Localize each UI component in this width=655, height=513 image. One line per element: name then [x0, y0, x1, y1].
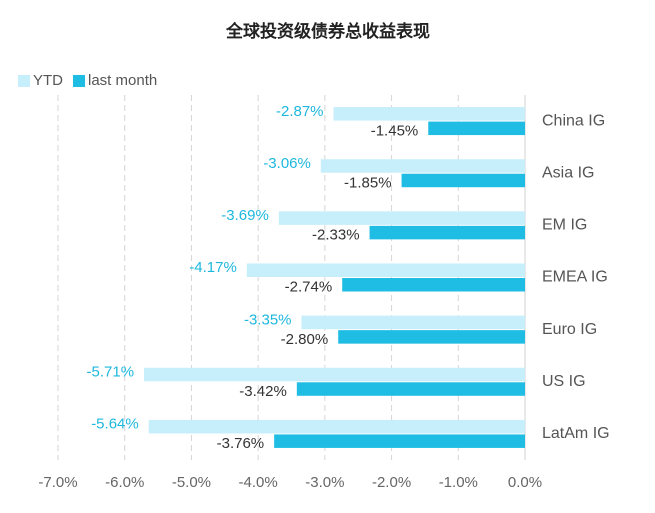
bar-last-month	[428, 121, 525, 136]
data-label-last-month: -2.80%	[281, 331, 329, 348]
bar-ytd	[301, 315, 525, 330]
data-label-last-month: -2.74%	[285, 279, 333, 296]
bar-ytd	[333, 107, 525, 121]
legend: YTD last month	[18, 72, 157, 89]
data-label-ytd: -3.06%	[263, 155, 311, 172]
bar-last-month	[296, 382, 525, 396]
gridlines	[57, 95, 526, 460]
x-tick-label: -6.0%	[105, 474, 144, 491]
bars	[144, 107, 525, 448]
data-label-last-month: -1.85%	[344, 174, 392, 191]
bar-labels: -2.87% -1.45% -3.06% -1.85% -3.69% -2.33% -4.1…	[87, 103, 419, 452]
legend-swatch	[18, 75, 30, 87]
data-label-ytd: -3.69%	[221, 207, 269, 224]
data-label-last-month: -3.76%	[217, 435, 265, 452]
chart-title: 全球投资级债券总收益表现	[225, 21, 430, 42]
legend-label: YTD	[33, 72, 63, 89]
x-tick-label: -1.0%	[439, 474, 478, 491]
category-label: Asia IG	[542, 164, 594, 181]
bar-ytd	[148, 419, 525, 434]
data-label-ytd: -5.71%	[87, 364, 135, 381]
x-tick-label: -7.0%	[38, 474, 77, 491]
x-tick-label: -5.0%	[172, 474, 211, 491]
bar-last-month	[401, 173, 525, 188]
bar-last-month	[274, 434, 525, 448]
bar-ytd	[278, 211, 525, 225]
category-label: Euro IG	[542, 321, 597, 338]
category-label: EM IG	[542, 217, 587, 234]
category-labels: China IG Asia IG EM IG EMEA IG Euro IG US IG L…	[542, 112, 610, 442]
category-label: US IG	[542, 373, 586, 390]
data-label-ytd: -5.64%	[91, 416, 139, 433]
bar-last-month	[342, 278, 525, 292]
bar-ytd	[320, 159, 525, 173]
bar-last-month	[338, 330, 525, 344]
bar-last-month	[369, 225, 525, 240]
data-label-ytd: -3.35%	[244, 311, 292, 328]
bar-ytd	[144, 367, 525, 382]
category-label: LatAm IG	[542, 425, 610, 442]
legend-swatch	[73, 75, 85, 87]
category-label: China IG	[542, 112, 605, 129]
category-label: EMEA IG	[542, 269, 608, 286]
data-label-last-month: -3.42%	[239, 383, 287, 400]
data-label-last-month: -2.33%	[312, 227, 360, 244]
x-tick-label: -2.0%	[372, 474, 411, 491]
x-tick-label: 0.0%	[508, 474, 542, 491]
bar-ytd	[246, 263, 525, 277]
data-label-ytd: -4.17%	[189, 259, 237, 276]
data-label-last-month: -1.45%	[371, 122, 419, 139]
x-axis-ticks: -7.0% -6.0% -5.0% -4.0% -3.0% -2.0% -1.0% 0.0%	[38, 474, 542, 491]
x-tick-label: -4.0%	[239, 474, 278, 491]
legend-label: last month	[88, 72, 157, 89]
x-tick-label: -3.0%	[305, 474, 344, 491]
data-label-ytd: -2.87%	[276, 103, 324, 120]
